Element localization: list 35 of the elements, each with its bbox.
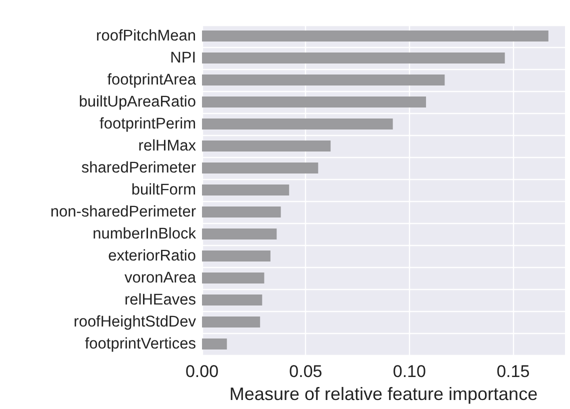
bar	[202, 184, 290, 196]
y-tick-label: relHEaves	[124, 292, 196, 308]
bar	[202, 96, 426, 108]
x-axis-title: Measure of relative feature importance	[229, 384, 538, 404]
bar	[202, 30, 548, 42]
y-tick-label: footprintArea	[107, 72, 196, 88]
bar	[202, 140, 331, 152]
bar	[202, 250, 270, 262]
y-tick-label: roofHeightStdDev	[74, 314, 196, 330]
y-tick-label: footprintVertices	[84, 336, 196, 352]
x-tick-label: 0.15	[496, 362, 530, 381]
y-tick-label: numberInBlock	[92, 226, 196, 242]
x-tick-label: 0.00	[185, 362, 219, 381]
bar	[202, 228, 277, 240]
bar	[202, 206, 281, 218]
x-tick-label: 0.10	[392, 362, 426, 381]
y-tick-label: non-sharedPerimeter	[50, 204, 196, 220]
y-tick-label: relHMax	[138, 138, 196, 154]
y-tick-label: builtForm	[131, 182, 196, 198]
bar	[202, 294, 262, 306]
y-tick-label: roofPitchMean	[96, 28, 196, 44]
bar	[202, 338, 227, 350]
bar	[202, 74, 445, 86]
bar	[202, 52, 505, 64]
y-tick-label: sharedPerimeter	[81, 160, 196, 176]
y-tick-label: footprintPerim	[100, 116, 196, 132]
y-tick-label: voronArea	[124, 270, 196, 286]
x-tick-label: 0.05	[289, 362, 322, 381]
y-tick-label: NPI	[170, 50, 196, 66]
y-tick-label: exteriorRatio	[108, 248, 196, 264]
y-tick-label: builtUpAreaRatio	[78, 94, 196, 110]
bar	[202, 162, 318, 174]
bar	[202, 316, 260, 328]
bar	[202, 272, 264, 284]
bar	[202, 118, 393, 130]
